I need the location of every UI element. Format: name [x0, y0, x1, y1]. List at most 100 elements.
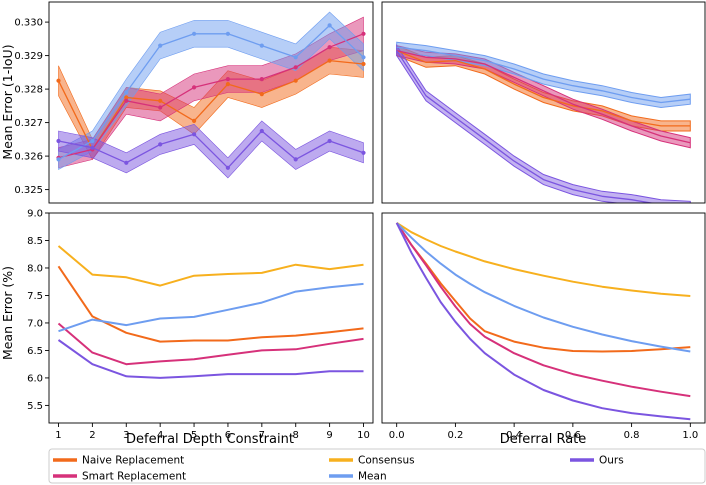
bottom_right-xtick-label: 0.8: [624, 430, 640, 441]
top_left-frame: [48, 1, 374, 204]
legend-label-mean: Mean: [358, 471, 387, 483]
top_left-band-ours: [58, 120, 364, 179]
bottom_left-xtick-label: 10: [357, 430, 370, 441]
top_left-band-mean: [58, 11, 364, 171]
top-left-ylabel: Mean Error (1-IoU): [0, 44, 15, 159]
top_left-point-mean: [124, 90, 129, 95]
top_left-point-ours: [225, 165, 230, 170]
bottom_left-line-mean: [58, 282, 364, 333]
bottom_left-xtick-label: 4: [157, 430, 163, 441]
top_right-band-ours: [396, 43, 691, 203]
bottom_right-line-ours: [395, 222, 691, 421]
top_left-point-smart: [293, 65, 298, 70]
top_left-line-naive: [57, 59, 364, 151]
legend-item-naive: Naive Replacement: [53, 455, 184, 467]
top_left-line-smart: [58, 33, 364, 159]
bottom_left-ytick-label: 7.5: [27, 291, 43, 302]
bottom-left-xlabel: Deferral Depth Constraint: [126, 432, 294, 447]
bottom_right-frame: [381, 212, 706, 424]
top_left-point-ours: [56, 138, 61, 144]
top_right-line-smart: [396, 49, 691, 144]
top-right-panel: [381, 1, 706, 204]
bottom_left-line-ours: [57, 339, 364, 379]
top_left-point-naive: [56, 78, 61, 83]
bottom_left-xtick-label: 9: [326, 430, 332, 441]
top_left-point-mean: [90, 138, 95, 144]
top_left-point-mean: [361, 55, 366, 60]
top_left-point-mean: [158, 43, 163, 48]
top-left-panel: 0.325 0.326 0.327 0.328 0.329 0.330: [14, 1, 374, 204]
top_right-plot-area: [396, 41, 691, 203]
top_left-point-naive: [327, 58, 332, 63]
legend-item-ours: Ours: [570, 455, 624, 467]
top_left-point-ours: [158, 142, 163, 147]
top_left-point-smart: [259, 77, 264, 82]
top_left-point-naive: [158, 98, 163, 103]
top_right-frame: [381, 1, 706, 204]
bottom_right-line-mean: [395, 222, 691, 353]
top_left-plot-area: [56, 11, 366, 179]
legend-item-consensus: Consensus: [329, 455, 415, 467]
top_left-point-ours: [124, 160, 129, 165]
top_left-point-smart: [361, 31, 366, 36]
bottom-right-panel: 0.0 0.2 0.4 0.6 0.8 1.0: [381, 212, 706, 441]
top_left-point-mean: [56, 157, 61, 162]
legend: Naive Replacement Consensus Ours Smart R…: [48, 448, 706, 484]
top_left-point-naive: [259, 92, 264, 97]
bottom_left-xtick-label: 6: [225, 430, 231, 441]
bottom_left-ytick-label: 8.5: [27, 236, 43, 247]
top_left-point-mean: [192, 31, 197, 36]
bottom_left-xtick-label: 8: [293, 430, 299, 441]
legend-item-mean: Mean: [329, 471, 387, 483]
legend-label-ours: Ours: [599, 455, 624, 467]
bottom_left-xtick-label: 2: [89, 430, 95, 441]
bottom-left-panel: 5.5 6.0 6.5 7.0 7.5 8.0 8.5 9.0 1 2 3 4 5 6 7 8 9 10: [27, 209, 374, 441]
bottom_right-plot-area: [395, 222, 691, 421]
top_right-line-mean: [396, 46, 691, 104]
bottom_right-line-naive: [395, 222, 691, 353]
top_left-point-naive: [225, 82, 230, 87]
bottom_right-xtick-label: 1.0: [682, 430, 698, 441]
bottom_right-xtick-label: 0.6: [565, 430, 581, 441]
bottom_left-ytick-label: 6.0: [27, 374, 43, 385]
top_left-point-mean: [327, 23, 332, 28]
top_left-ytick-label: 0.325: [14, 185, 43, 196]
bottom_right-xtick-label: 0.4: [506, 430, 522, 441]
top_left-point-smart: [124, 98, 129, 103]
top_left-point-naive: [361, 61, 366, 67]
top_left-point-smart: [158, 105, 163, 110]
legend-label-naive: Naive Replacement: [82, 455, 184, 467]
top_left-point-naive: [124, 95, 129, 100]
top_left-point-ours: [259, 128, 264, 134]
top_left-ytick-label: 0.328: [14, 85, 43, 96]
bottom-right-xlabel: Deferral Rate: [500, 432, 587, 447]
bottom_right-xtick-label: 0.0: [389, 430, 405, 441]
top_left-point-mean: [225, 31, 230, 36]
top_left-ytick-label: 0.326: [14, 152, 43, 163]
top_left-point-naive: [293, 78, 298, 83]
bottom_left-xtick-label: 5: [191, 430, 197, 441]
top_left-point-ours: [90, 145, 95, 150]
top_left-point-mean: [293, 55, 298, 60]
top_left-point-smart: [225, 77, 230, 82]
top_left-line-ours: [58, 130, 364, 169]
top_left-point-ours: [361, 150, 366, 155]
top_left-point-ours: [327, 138, 332, 144]
legend-label-smart: Smart Replacement: [82, 471, 186, 483]
bottom_left-line-smart: [57, 322, 364, 366]
top_left-point-mean: [259, 43, 264, 48]
top_right-line-naive: [396, 49, 691, 127]
bottom_left-xtick-label: 3: [123, 430, 129, 441]
bottom_left-ytick-label: 9.0: [27, 209, 43, 220]
top_left-ytick-label: 0.327: [14, 118, 43, 129]
bottom_left-frame: [48, 212, 374, 424]
bottom_left-xtick-label: 1: [55, 430, 61, 441]
top_left-line-mean: [58, 24, 364, 160]
legend-item-smart: Smart Replacement: [53, 471, 186, 483]
bottom_left-ytick-label: 5.5: [27, 401, 43, 412]
bottom-left-ylabel: Mean Error (%): [0, 266, 15, 360]
top_left-point-naive: [192, 118, 197, 123]
top_left-ytick-label: 0.330: [14, 18, 43, 29]
bottom_right-line-smart: [395, 222, 691, 398]
